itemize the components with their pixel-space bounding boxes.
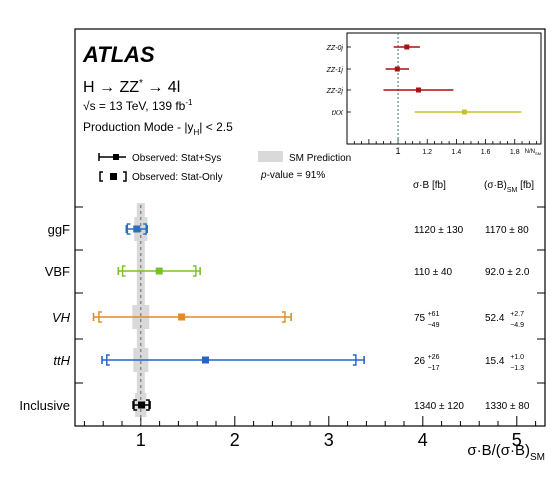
inset-x-tick-label: 1.6: [481, 149, 491, 156]
category-label-ggf: ggF: [48, 222, 70, 237]
inset-point-zz-1j: [394, 66, 400, 72]
x-tick-label: 2: [230, 430, 240, 450]
legend: Observed: Stat+Sys Observed: Stat-Only S…: [98, 151, 351, 183]
sigma-b-value-inclusive: 1340 ± 120: [414, 401, 464, 412]
inset-x-axis: 1 1.2 1.4 1.6 1.8: [353, 139, 538, 156]
inset-frame: [346, 32, 542, 145]
category-label-inclusive: Inclusive: [19, 398, 70, 413]
point-tth: [201, 356, 209, 364]
x-tick-label: 4: [418, 430, 428, 450]
sigma-b-sm-value-vh-err-up: +2.7: [510, 311, 524, 318]
inset-point-zz-0j: [404, 44, 410, 50]
inset-x-tick-label: 1.4: [452, 149, 462, 156]
sigma-b-sm-value-vh-err-down: −4.9: [510, 322, 524, 329]
sigma-b-value-vh-err-up: +61: [428, 311, 440, 318]
x-axis-title: σ·B/(σ·B)SM: [467, 442, 545, 463]
sigma-b-value-vh: 75: [414, 313, 426, 324]
sigma-b-sm-value-inclusive: 1330 ± 80: [485, 401, 530, 412]
sigma-b-value-vh-err-down: −49: [428, 322, 440, 329]
inset-category-label: ZZ-2j: [326, 88, 344, 95]
legend-marker-stat-only: [99, 171, 127, 182]
inset-category-label: ZZ-0j: [326, 45, 344, 52]
category-label-vh: VH: [52, 310, 71, 325]
sigma-b-sm-value-ggf: 1170 ± 80: [485, 225, 529, 236]
inset-x-tick-label: 1: [396, 146, 401, 156]
sigma-b-value-ggf: 1120 ± 130: [414, 225, 464, 236]
inset-category-label: ZZ-1j: [326, 67, 344, 74]
inset-plot: 1 1.2 1.4 1.6 1.8 ZZ-0j ZZ-1j ZZ-2j tXX N/NSM: [326, 32, 542, 156]
inset-x-axis-title: N/NSM: [525, 149, 541, 156]
inset-point-txx: [461, 109, 467, 115]
legend-label-stat-sys: Observed: Stat+Sys: [132, 153, 221, 164]
sigma-b-sm-value-vbf: 92.0 ± 2.0: [485, 267, 530, 278]
inset-x-tick-label: 1.8: [510, 149, 520, 156]
sigma-b-value-vbf: 110 ± 40: [414, 267, 453, 278]
sigma-b-sm-value-vh: 52.4: [485, 313, 505, 324]
legend-label-stat-only: Observed: Stat-Only: [132, 172, 223, 183]
point-vh: [178, 313, 186, 321]
energy-label: √s = 13 TeV, 139 fb-1: [83, 98, 193, 113]
inset-category-label: tXX: [332, 110, 344, 117]
sigma-b-value-tth-err-down: −17: [428, 365, 440, 372]
legend-marker-sm-band: [258, 151, 283, 162]
legend-label-sm: SM Prediction: [289, 153, 351, 164]
sigma-b-sm-value-tth-err-down: −1.3: [510, 365, 524, 372]
point-vbf: [155, 267, 163, 275]
x-axis: 1 2 3 4 5: [83, 416, 537, 450]
category-label-vbf: VBF: [45, 264, 70, 279]
table-header-sigma-b: σ·B [fb]: [413, 180, 446, 191]
x-tick-label: 3: [324, 430, 334, 450]
production-mode-label: Production Mode - |yH| < 2.5: [83, 120, 233, 137]
experiment-label: ATLAS: [82, 42, 155, 67]
inset-point-zz-2j: [415, 87, 421, 93]
x-tick-label: 5: [512, 430, 522, 450]
pvalue-label: p-value = 91%: [260, 170, 325, 181]
point-inclusive: [138, 401, 146, 409]
inset-data-points: ZZ-0j ZZ-1j ZZ-2j tXX: [326, 44, 522, 117]
sigma-b-value-tth: 26: [414, 356, 426, 367]
process-label: H → ZZ* → 4l: [83, 78, 180, 96]
sigma-b-value-tth-err-up: +26: [428, 354, 440, 361]
inset-x-tick-label: 1.2: [422, 149, 432, 156]
legend-marker-stat-sys: [98, 153, 126, 161]
x-tick-label: 1: [136, 430, 146, 450]
category-label-tth: ttH: [53, 353, 70, 368]
sigma-b-sm-value-tth-err-up: +1.0: [510, 354, 524, 361]
table-header-sigma-b-sm: (σ·B)SM [fb]: [484, 180, 534, 194]
sigma-b-sm-value-tth: 15.4: [485, 356, 505, 367]
y-axis: ggF VBF VH ttH Inclusive: [19, 206, 545, 413]
point-ggf: [133, 225, 141, 233]
data-points: [92, 223, 365, 411]
